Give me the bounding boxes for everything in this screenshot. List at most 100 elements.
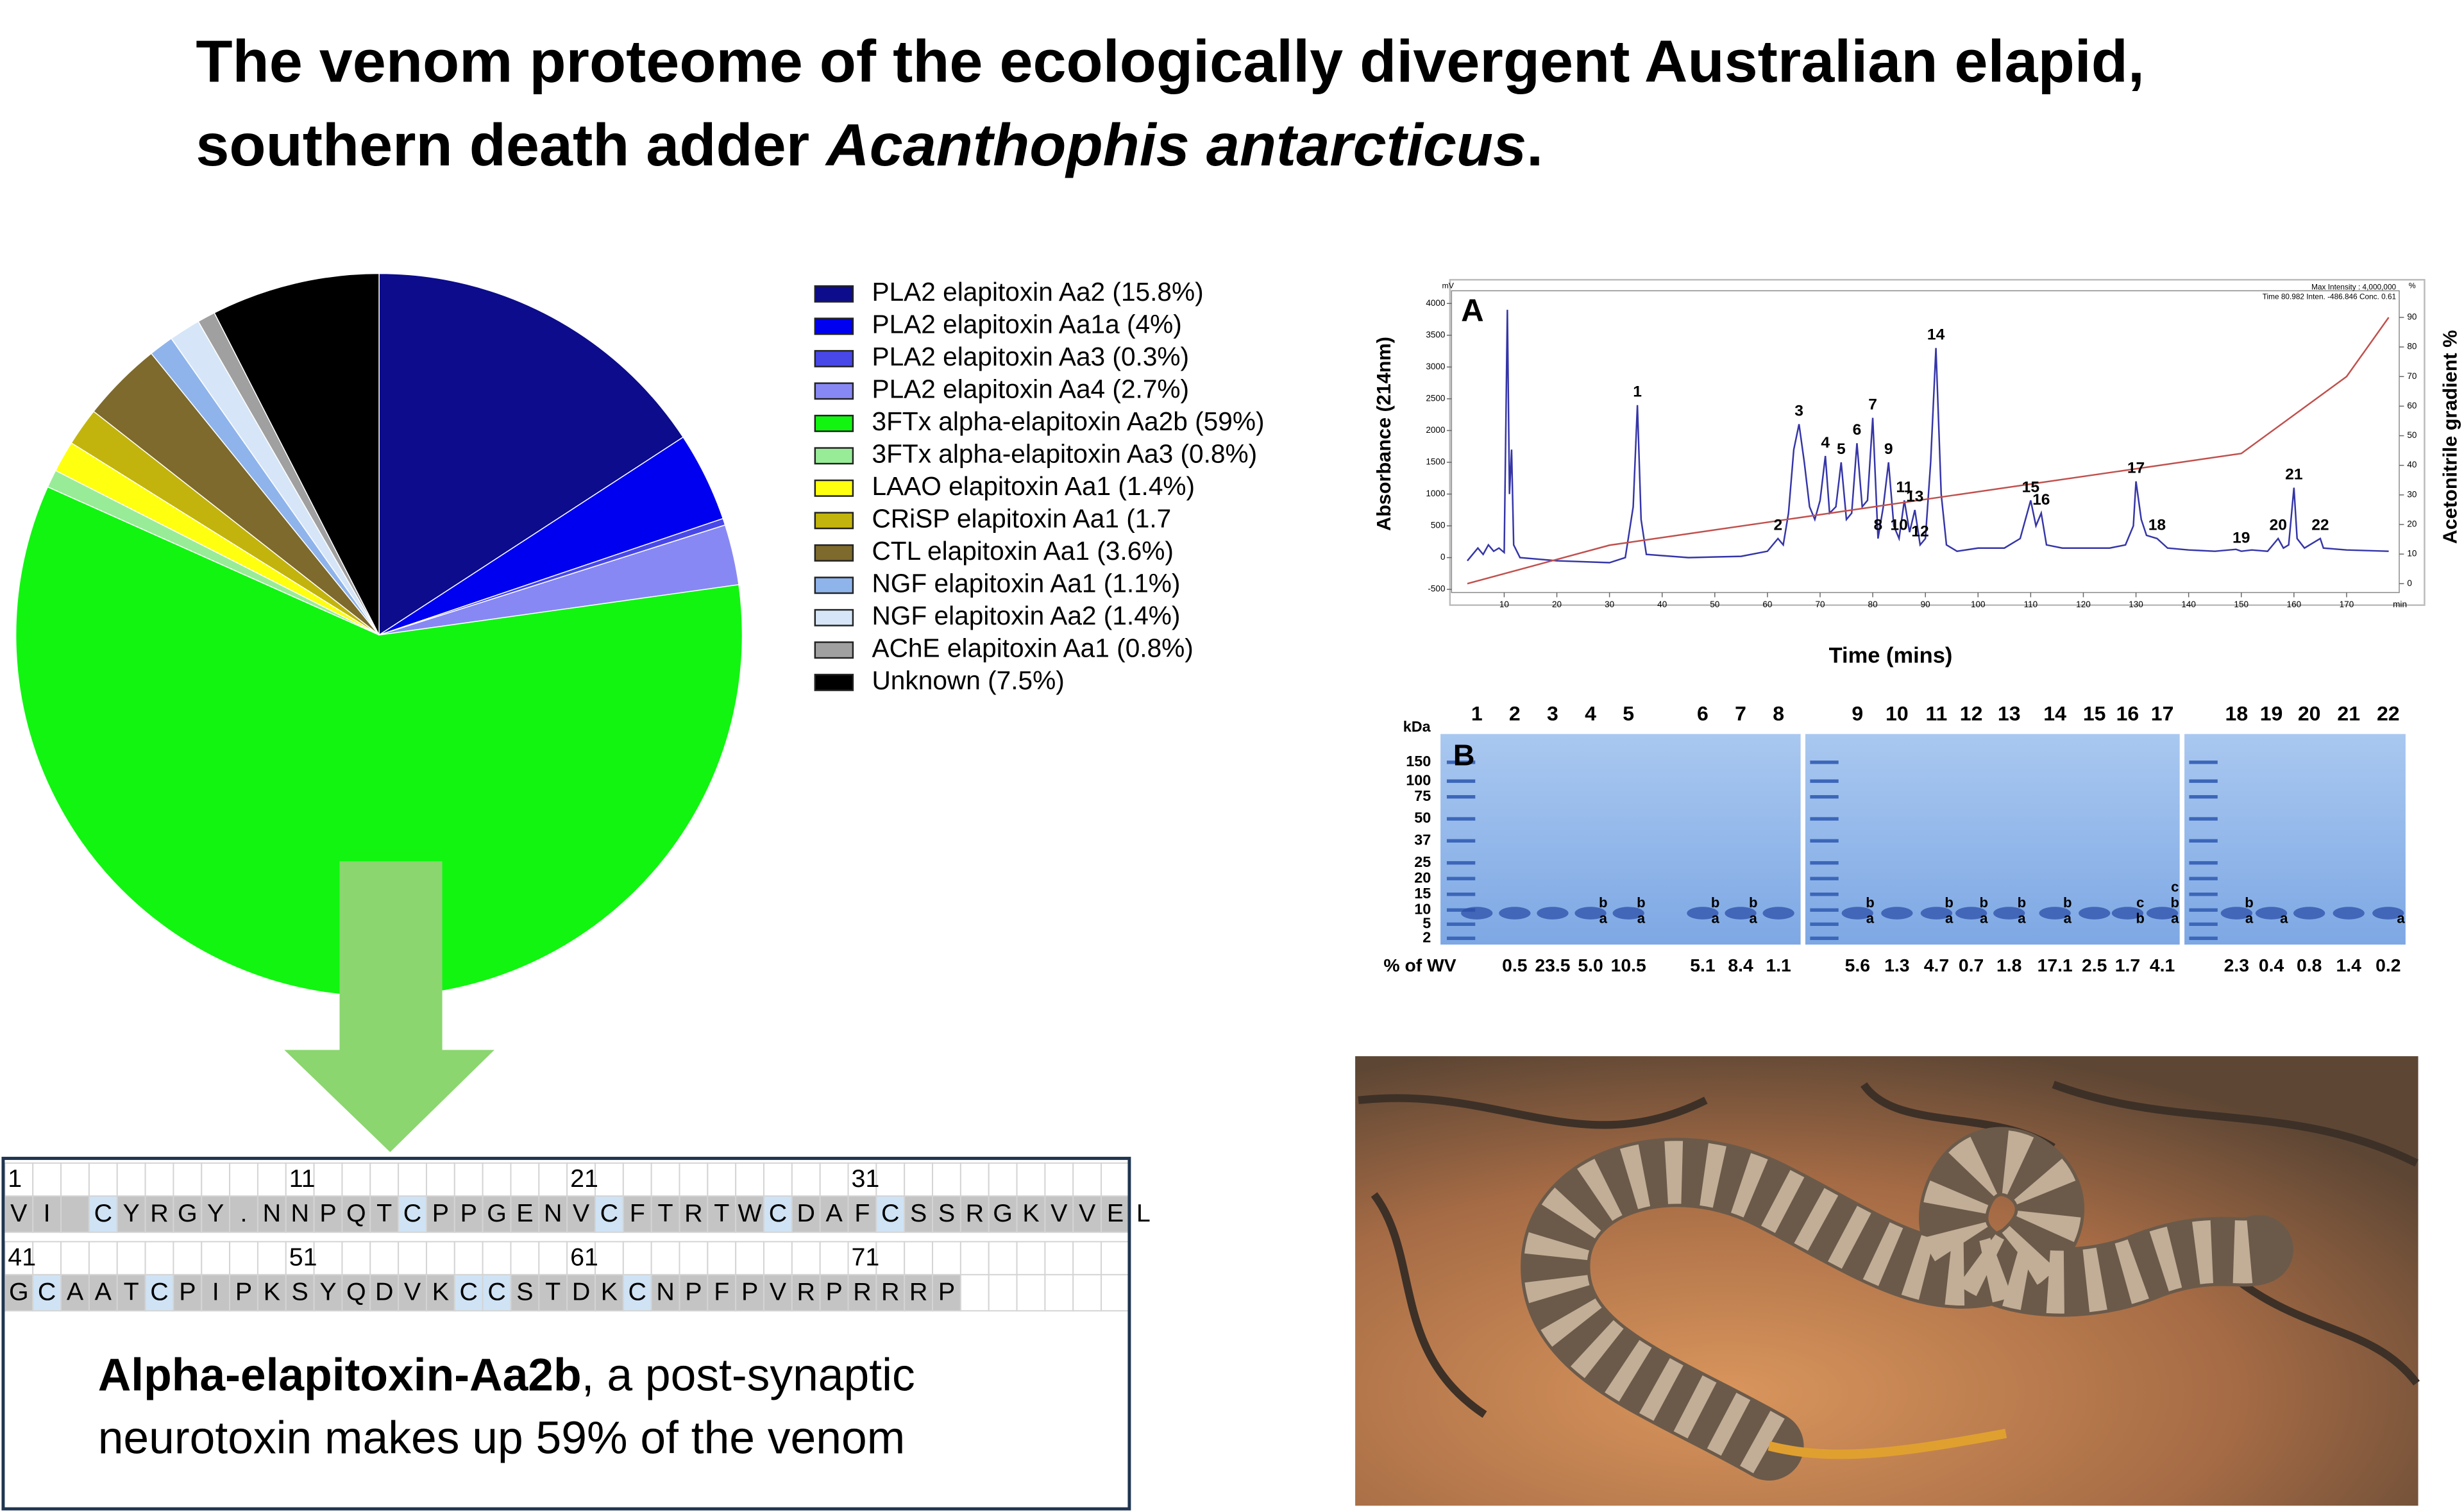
residue: F bbox=[714, 1278, 729, 1306]
residue: V bbox=[770, 1278, 787, 1306]
residue-cell bbox=[398, 1195, 427, 1233]
kda-marker: 25 bbox=[1414, 853, 1431, 870]
residue-cell bbox=[875, 1195, 906, 1233]
residue: G bbox=[993, 1199, 1013, 1227]
y-tick-label: 1000 bbox=[1426, 489, 1445, 498]
species-name: Acanthophis antarcticus bbox=[825, 111, 1526, 178]
lane-number: 2 bbox=[1509, 702, 1521, 725]
legend-label: LAAO elapitoxin Aa1 (1.4%) bbox=[872, 471, 1195, 501]
lane-number: 6 bbox=[1697, 702, 1709, 725]
residue-cell bbox=[4, 1273, 34, 1312]
number-cell bbox=[595, 1162, 624, 1197]
protein-band bbox=[1499, 907, 1531, 920]
number-cell bbox=[988, 1241, 1018, 1275]
residue: C bbox=[459, 1278, 477, 1306]
peak-label: 12 bbox=[1911, 523, 1928, 541]
residue: P bbox=[938, 1278, 955, 1306]
residue-cell bbox=[847, 1195, 877, 1233]
y-tick-label: 2500 bbox=[1426, 393, 1445, 403]
kda-marker: 75 bbox=[1414, 787, 1431, 804]
instrument-info: Max Intensity : 4,000,000 bbox=[2311, 283, 2396, 292]
band-label: a bbox=[1945, 911, 1953, 927]
number-cell bbox=[622, 1162, 652, 1197]
protein-band bbox=[1762, 907, 1794, 920]
number-cell bbox=[32, 1241, 62, 1275]
peak-label: 16 bbox=[2032, 491, 2050, 508]
legend-label: Unknown (7.5%) bbox=[872, 666, 1064, 695]
residue-cell bbox=[285, 1273, 315, 1312]
number-cell bbox=[988, 1162, 1018, 1197]
band-label: b bbox=[1711, 895, 1720, 911]
lane-number: 19 bbox=[2260, 702, 2283, 725]
number-cell bbox=[313, 1162, 343, 1197]
snake-bands bbox=[1524, 1130, 2273, 1474]
residue-cell bbox=[566, 1195, 596, 1233]
y-tick-label: 4000 bbox=[1426, 298, 1445, 308]
position-number: 51 bbox=[289, 1243, 317, 1272]
peak-label: 7 bbox=[1868, 396, 1877, 414]
residue: R bbox=[150, 1199, 168, 1227]
residue: F bbox=[854, 1199, 870, 1227]
number-cell bbox=[4, 1162, 34, 1197]
x-tick-label: 70 bbox=[1815, 600, 1825, 609]
y-tick-label: 1500 bbox=[1426, 457, 1445, 467]
number-cell bbox=[341, 1162, 371, 1197]
residue: P bbox=[179, 1278, 196, 1306]
lane-number: 15 bbox=[2083, 702, 2106, 725]
caption: neurotoxin makes up 59% of the venom bbox=[98, 1413, 906, 1464]
residue: . bbox=[240, 1199, 248, 1227]
residue: P bbox=[432, 1199, 449, 1227]
number-cell bbox=[875, 1162, 906, 1197]
number-cell bbox=[932, 1241, 961, 1275]
legend-swatch bbox=[814, 673, 854, 691]
x-tick-label: 10 bbox=[1499, 600, 1509, 609]
wv-value: 0.8 bbox=[2297, 955, 2322, 975]
number-cell bbox=[538, 1162, 568, 1197]
residue-cell bbox=[735, 1273, 765, 1312]
peak-label: 15 bbox=[2022, 478, 2039, 496]
residue-cell bbox=[932, 1195, 961, 1233]
sequence-panel: 1 11 21 31V I C Y R G Y. N N P Q T C P P G E N V C F T R T W C D A F C S S… bbox=[4, 1162, 1151, 1312]
kda-label: kDa bbox=[1403, 718, 1431, 735]
lane-number: 16 bbox=[2116, 702, 2139, 725]
y2-tick-label: 10 bbox=[2407, 549, 2417, 559]
peak-label: 21 bbox=[2285, 466, 2302, 483]
residue: F bbox=[630, 1199, 645, 1227]
peak-label: 2 bbox=[1773, 517, 1782, 534]
residue-cell bbox=[313, 1273, 343, 1312]
residue: K bbox=[1022, 1199, 1039, 1227]
residue: N bbox=[291, 1199, 308, 1227]
x-tick-label: 140 bbox=[2181, 600, 2196, 609]
peak-label: 5 bbox=[1837, 441, 1846, 458]
residue-cell bbox=[959, 1273, 990, 1312]
legend-label: PLA2 elapitoxin Aa4 (2.7%) bbox=[872, 374, 1189, 404]
residue-cell bbox=[229, 1273, 258, 1312]
protein-band bbox=[1537, 907, 1569, 920]
residue: V bbox=[573, 1199, 590, 1227]
title-part: southern death adder bbox=[196, 111, 826, 178]
residue: R bbox=[909, 1278, 927, 1306]
number-cell bbox=[313, 1241, 343, 1275]
number-cell bbox=[285, 1162, 315, 1197]
number-cell bbox=[679, 1162, 709, 1197]
residue: P bbox=[460, 1199, 477, 1227]
x-tick-label: 30 bbox=[1605, 600, 1614, 609]
legend-label: NGF elapitoxin Aa2 (1.4%) bbox=[872, 601, 1180, 630]
x-unit: min bbox=[2393, 600, 2407, 609]
band-label: a bbox=[1711, 911, 1719, 927]
residue-cell bbox=[453, 1195, 484, 1233]
y-tick-label: 500 bbox=[1431, 521, 1446, 530]
wv-value: 0.7 bbox=[1959, 955, 1984, 975]
residue-cell bbox=[735, 1195, 765, 1233]
band-label: b bbox=[1980, 895, 1989, 911]
wv-value: 1.8 bbox=[1996, 955, 2021, 975]
peak-label: 22 bbox=[2311, 517, 2329, 534]
number-cell bbox=[904, 1241, 934, 1275]
residue-cell bbox=[425, 1273, 455, 1312]
legend-label: PLA2 elapitoxin Aa1a (4%) bbox=[872, 310, 1181, 339]
residue-cell bbox=[679, 1195, 709, 1233]
number-cell bbox=[201, 1162, 231, 1197]
protein-band bbox=[2079, 907, 2111, 920]
residue-cell bbox=[622, 1273, 652, 1312]
residue-cell bbox=[510, 1273, 540, 1312]
